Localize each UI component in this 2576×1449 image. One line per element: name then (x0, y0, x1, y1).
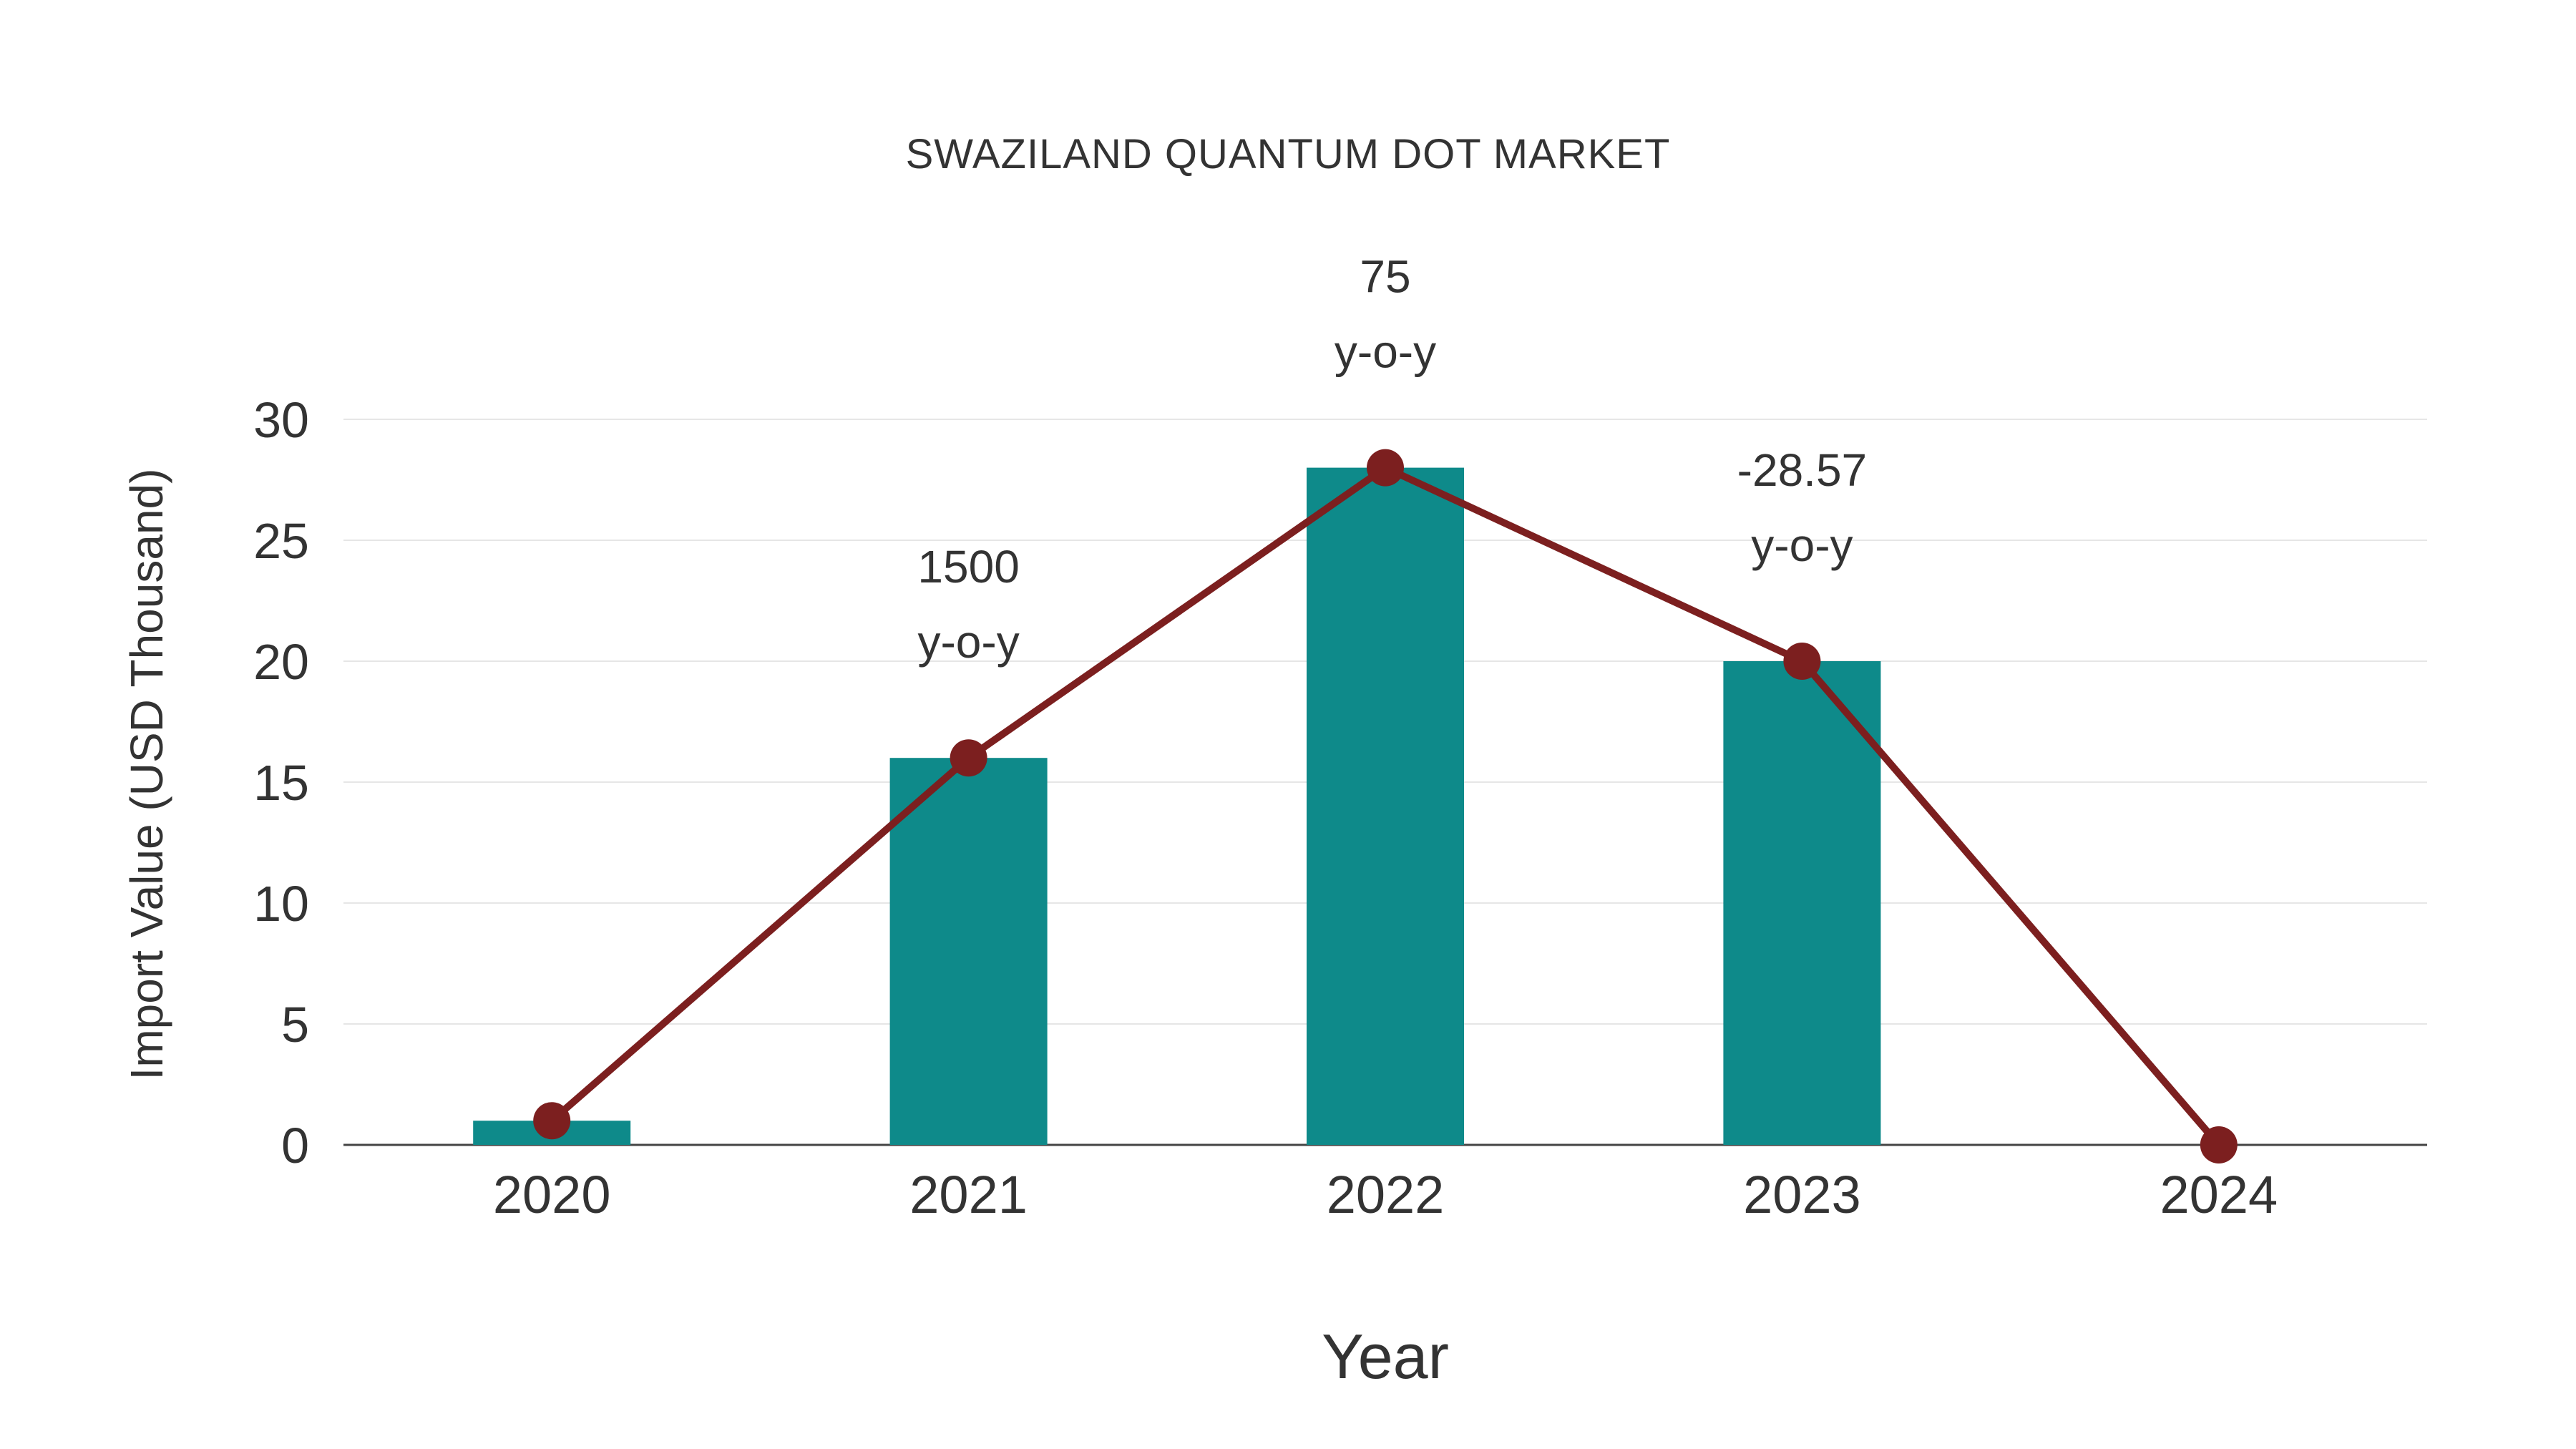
y-tick-label: 20 (253, 634, 309, 690)
y-tick-label: 10 (253, 876, 309, 932)
annotation-text: y-o-y (917, 616, 1019, 668)
y-tick-label: 0 (281, 1118, 309, 1174)
x-tick-label: 2020 (493, 1165, 611, 1224)
line-point (533, 1102, 571, 1140)
line-point (2200, 1126, 2238, 1163)
bar (889, 758, 1048, 1145)
chart-title: SWAZILAND QUANTUM DOT MARKET (905, 131, 1671, 177)
x-tick-label: 2022 (1327, 1165, 1445, 1224)
x-axis-title: Year (1322, 1321, 1449, 1392)
annotation-text: -28.57 (1737, 444, 1867, 496)
annotation-text: y-o-y (1751, 519, 1853, 571)
line-point (950, 739, 987, 777)
x-tick-label: 2023 (1743, 1165, 1861, 1224)
annotation-text: 1500 (917, 541, 1019, 592)
bar (1307, 467, 1464, 1145)
line-point (1367, 449, 1404, 487)
annotation-text: 75 (1360, 251, 1410, 303)
y-tick-label: 30 (253, 392, 309, 448)
annotation-text: y-o-y (1335, 326, 1436, 378)
y-tick-label: 15 (253, 755, 309, 811)
y-tick-label: 25 (253, 513, 309, 569)
bar (1723, 661, 1881, 1145)
x-tick-label: 2024 (2160, 1165, 2278, 1224)
y-tick-label: 5 (281, 997, 309, 1053)
line-point (1783, 643, 1821, 680)
x-tick-label: 2021 (909, 1165, 1028, 1224)
